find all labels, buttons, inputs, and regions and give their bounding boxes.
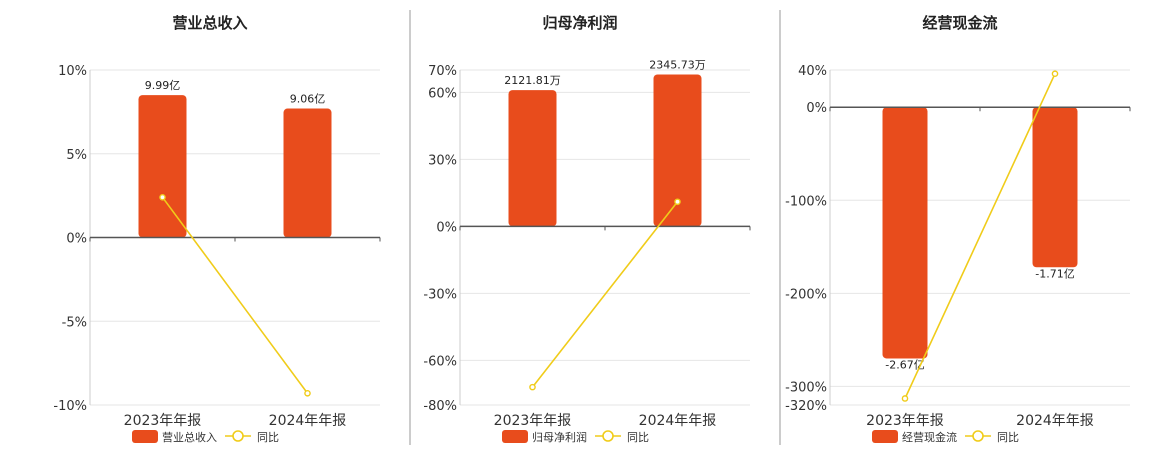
bar-value-label: -2.67亿 bbox=[885, 358, 924, 371]
y-tick-label: 40% bbox=[798, 64, 827, 79]
y-tick-label: -320% bbox=[785, 399, 827, 414]
chart-title: 营业总收入 bbox=[172, 14, 247, 32]
bar bbox=[1032, 107, 1078, 268]
bar bbox=[653, 74, 702, 227]
x-category-label: 2023年年报 bbox=[866, 413, 944, 429]
bar bbox=[138, 95, 187, 238]
y-tick-label: 0% bbox=[66, 232, 87, 247]
bar bbox=[508, 90, 557, 227]
bar bbox=[283, 108, 332, 238]
y-tick-label: -60% bbox=[423, 354, 457, 369]
yoy-point bbox=[1051, 70, 1059, 78]
legend-bar-swatch bbox=[132, 430, 158, 443]
bar bbox=[882, 107, 928, 359]
y-tick-label: -10% bbox=[53, 399, 87, 414]
x-category-label: 2024年年报 bbox=[1016, 413, 1094, 429]
y-tick-label: -80% bbox=[423, 399, 457, 414]
yoy-point bbox=[901, 395, 909, 402]
bar-value-label: 2121.81万 bbox=[504, 74, 561, 87]
y-tick-label: -300% bbox=[785, 380, 827, 395]
legend-line-label: 同比 bbox=[627, 431, 649, 444]
legend-line-marker bbox=[602, 430, 614, 442]
legend-line-marker bbox=[232, 430, 244, 442]
chart-title: 归母净利润 bbox=[542, 14, 617, 32]
legend-line-marker bbox=[972, 430, 984, 442]
legend-bar-label: 归母净利润 bbox=[532, 430, 587, 444]
yoy-line bbox=[904, 73, 1056, 399]
yoy-point bbox=[529, 383, 536, 391]
legend-bar-label: 经营现金流 bbox=[902, 430, 957, 444]
yoy-line bbox=[161, 196, 309, 394]
legend-bar-swatch bbox=[502, 430, 528, 443]
y-tick-label: -5% bbox=[62, 315, 87, 330]
chart-panel-1: 营业总收入 10% 5% 0% -5% -10% 9.99亿 9.06亿 2023年年报 2024… bbox=[53, 10, 411, 445]
y-tick-label: 10% bbox=[58, 64, 87, 79]
x-category-label: 2024年年报 bbox=[639, 413, 717, 429]
chart-title: 经营现金流 bbox=[922, 14, 997, 32]
y-tick-label: -200% bbox=[785, 287, 827, 302]
yoy-point bbox=[304, 389, 311, 397]
legend-line-label: 同比 bbox=[257, 431, 279, 444]
legend-bar-label: 营业总收入 bbox=[162, 430, 217, 444]
y-tick-label: 0% bbox=[436, 220, 457, 235]
bar-value-label: 9.06亿 bbox=[290, 93, 326, 106]
chart-panel-2: 归母净利润 70% 60% 30% 0% -30% -60% -80% 2121.81万 2345… bbox=[423, 10, 781, 445]
bar-value-label: 9.99亿 bbox=[145, 79, 181, 92]
yoy-point bbox=[674, 198, 681, 206]
y-tick-label: 0% bbox=[806, 101, 827, 116]
y-tick-label: -30% bbox=[423, 287, 457, 302]
legend-line-label: 同比 bbox=[997, 431, 1019, 444]
y-tick-label: 30% bbox=[428, 153, 457, 168]
yoy-point bbox=[159, 193, 166, 201]
bar-value-label: -1.71亿 bbox=[1035, 267, 1074, 280]
y-tick-label: -100% bbox=[785, 194, 827, 209]
y-tick-label: 60% bbox=[428, 86, 457, 101]
x-category-label: 2023年年报 bbox=[124, 413, 202, 429]
x-category-label: 2023年年报 bbox=[494, 413, 572, 429]
yoy-line bbox=[531, 201, 679, 388]
y-tick-label: 70% bbox=[428, 64, 457, 79]
legend-bar-swatch bbox=[872, 430, 898, 443]
x-category-label: 2024年年报 bbox=[269, 413, 347, 429]
y-tick-label: 5% bbox=[66, 148, 87, 163]
bar-value-label: 2345.73万 bbox=[649, 58, 706, 71]
chart-panel-3: 经营现金流 40% 0% -100% -200% -300% -320% -2.67亿 -1.7… bbox=[785, 14, 1131, 444]
